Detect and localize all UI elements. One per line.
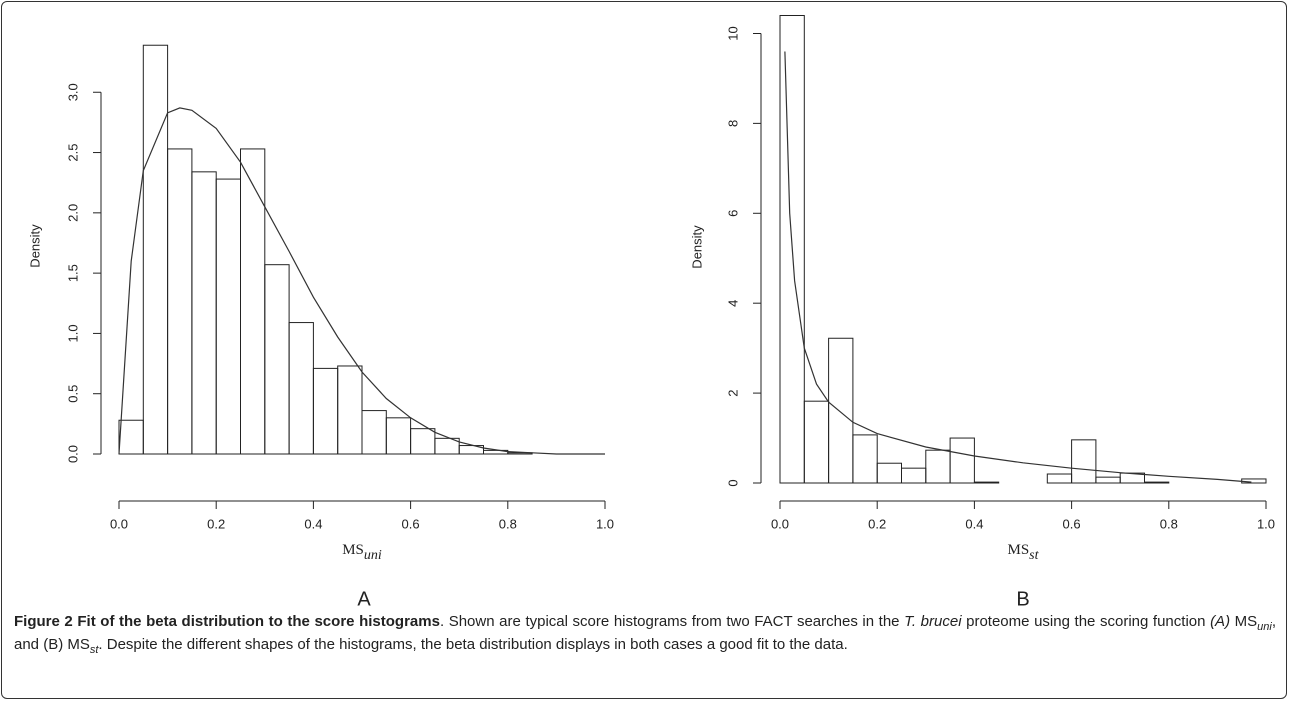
x-axis-title-main: MS — [1007, 542, 1029, 558]
x-tick-label: 0.4 — [965, 516, 983, 531]
histogram-bar — [949, 437, 975, 484]
histogram-bar — [876, 462, 903, 484]
fitted-curve — [784, 51, 1252, 483]
histogram-bar — [312, 367, 339, 455]
histogram-bar — [410, 428, 436, 455]
y-tick-label: 0 — [725, 479, 740, 486]
histogram-bar — [1095, 476, 1121, 484]
caption-sub: st — [89, 643, 99, 656]
caption-normal: . Despite the different shapes of the hi… — [98, 635, 848, 653]
caption-normal: , and (B) MS — [14, 613, 1277, 653]
histogram-bar — [852, 434, 878, 484]
y-tick-label: 0.0 — [65, 445, 80, 463]
y-axis-title: Density — [689, 225, 704, 269]
histogram-bar — [191, 171, 217, 455]
histogram-bar — [973, 481, 1000, 484]
x-axis-title-main: MS — [342, 542, 364, 558]
caption-normal: . Shown are typical score histograms fro… — [439, 613, 905, 630]
y-tick-label: 1.0 — [65, 324, 80, 342]
charts: 0.0 0.5 1.0 1.5 2.0 2.5 3.0 0.0 0.2 0.4 0.6 0.8 1.0 D… — [27, 14, 1275, 607]
caption: Figure 2 Fit of the beta distribution to… — [14, 611, 1276, 656]
histogram-bar — [1241, 478, 1267, 484]
histogram-bar — [803, 400, 830, 484]
fitted-curve — [118, 107, 605, 455]
histogram-bar — [264, 264, 290, 455]
y-tick-label: 1.5 — [65, 264, 80, 282]
histogram-bar — [828, 337, 854, 484]
y-tick-label: 8 — [725, 120, 740, 127]
histogram-bar — [337, 365, 363, 455]
y-tick-label: 3.0 — [65, 83, 80, 101]
y-tick-label: 6 — [725, 210, 740, 217]
histogram-bar — [385, 417, 412, 455]
histogram-bar — [118, 419, 144, 455]
y-tick-label: 0.5 — [65, 385, 80, 403]
caption-italic: (A) — [1210, 613, 1231, 630]
histogram-bar — [1046, 473, 1073, 484]
histogram-bar — [1144, 481, 1170, 484]
histogram-bar — [215, 178, 241, 455]
x-tick-label: 0.8 — [1160, 516, 1178, 531]
histogram-bar — [779, 14, 805, 484]
histogram-bar — [925, 449, 951, 484]
x-tick-label: 1.0 — [1257, 516, 1275, 531]
caption-bold: Figure 2 Fit of the beta distribution to… — [14, 613, 440, 630]
histogram-bar — [361, 410, 387, 455]
y-axis-title: Density — [27, 224, 42, 268]
y-tick-label: 4 — [725, 300, 740, 307]
histogram-bar — [901, 467, 927, 484]
histogram-bar — [1071, 439, 1097, 484]
y-tick-label: 2.0 — [65, 204, 80, 222]
y-tick-label: 2.5 — [65, 144, 80, 162]
caption-normal: MS — [1230, 613, 1258, 630]
histogram-bar — [240, 148, 266, 455]
x-tick-label: 0.6 — [1063, 516, 1081, 531]
panel-label: B — [1016, 588, 1029, 607]
x-axis-title: MSst — [1007, 542, 1039, 563]
caption-normal: proteome using the scoring function — [961, 613, 1211, 630]
histogram-bar — [167, 148, 193, 455]
x-tick-label: 1.0 — [596, 516, 614, 531]
x-tick-label: 0.2 — [207, 516, 225, 531]
x-tick-label: 0.8 — [499, 516, 517, 531]
x-tick-label: 0.0 — [771, 516, 789, 531]
caption-italic: T. brucei — [904, 613, 962, 630]
x-tick-label: 0.2 — [868, 516, 886, 531]
x-tick-label: 0.0 — [110, 516, 128, 531]
x-tick-label: 0.4 — [304, 516, 322, 531]
x-axis-title-sub: st — [1029, 548, 1039, 563]
x-axis-title: MSuni — [342, 542, 382, 563]
y-tick-label: 2 — [725, 389, 740, 396]
y-tick-label: 10 — [725, 26, 740, 40]
caption-sub: uni — [1257, 621, 1272, 633]
histogram-bar — [142, 44, 169, 455]
x-axis-title-sub: uni — [364, 548, 382, 563]
x-tick-label: 0.6 — [402, 516, 420, 531]
histogram-bar — [288, 322, 314, 455]
panel-label: A — [357, 588, 371, 607]
